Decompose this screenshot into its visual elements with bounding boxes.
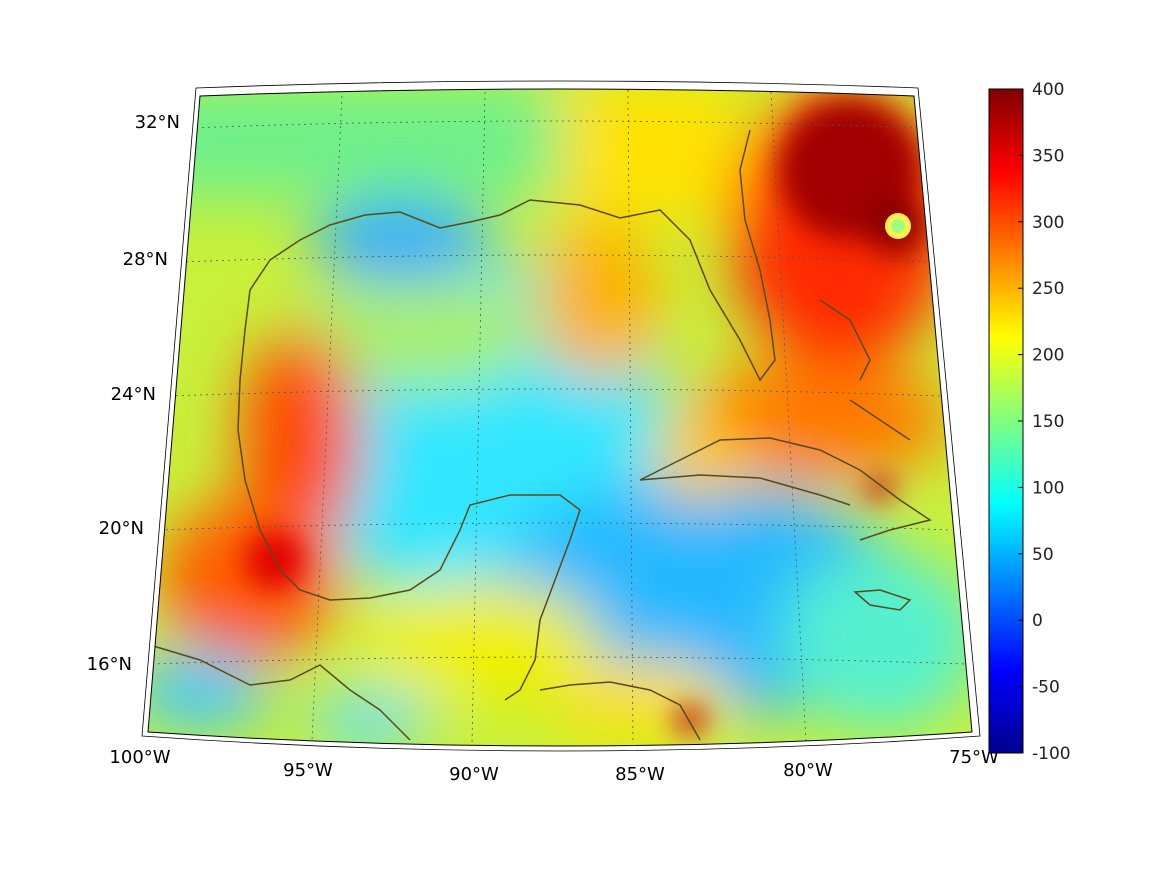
colorbar-tick-label: 0 [1032, 611, 1043, 631]
lat-label-16n: 16°N [87, 654, 132, 675]
colorbar-tick-label: 100 [1032, 478, 1064, 498]
lon-label-100w: 100°W [109, 747, 170, 768]
lat-label-24n: 24°N [111, 384, 156, 405]
lon-label-90w: 90°W [449, 764, 499, 785]
colorbar-tick-label: 50 [1032, 545, 1054, 565]
lat-label-32n: 32°N [135, 112, 180, 133]
colorbar-tick-label: 150 [1032, 412, 1064, 432]
lon-label-85w: 85°W [615, 764, 665, 785]
coastlines [149, 129, 932, 741]
lat-label-28n: 28°N [123, 249, 168, 270]
colorbar-tick-label: -50 [1032, 678, 1060, 698]
colorbar-tick-label: -100 [1032, 744, 1071, 764]
lon-label-75w: 75°W [949, 747, 999, 768]
lon-label-95w: 95°W [283, 760, 333, 781]
heatmap-field [148, 89, 972, 746]
map-frame-outer [141, 80, 981, 752]
colorbar-tick-label: 250 [1032, 279, 1064, 299]
colorbar-tick-label: 400 [1032, 80, 1064, 100]
lon-label-80w: 80°W [783, 760, 833, 781]
map-frame [147, 88, 973, 747]
colorbar [988, 88, 1024, 754]
lat-label-20n: 20°N [99, 518, 144, 539]
graticule [151, 89, 966, 745]
colorbar-tick-label: 200 [1032, 346, 1064, 366]
colorbar-tick-label: 350 [1032, 146, 1064, 166]
colorbar-ticks: 400 350 300 250 200 150 100 50 0 -50 -100 [1018, 80, 1071, 764]
colorbar-tick-label: 300 [1032, 213, 1064, 233]
